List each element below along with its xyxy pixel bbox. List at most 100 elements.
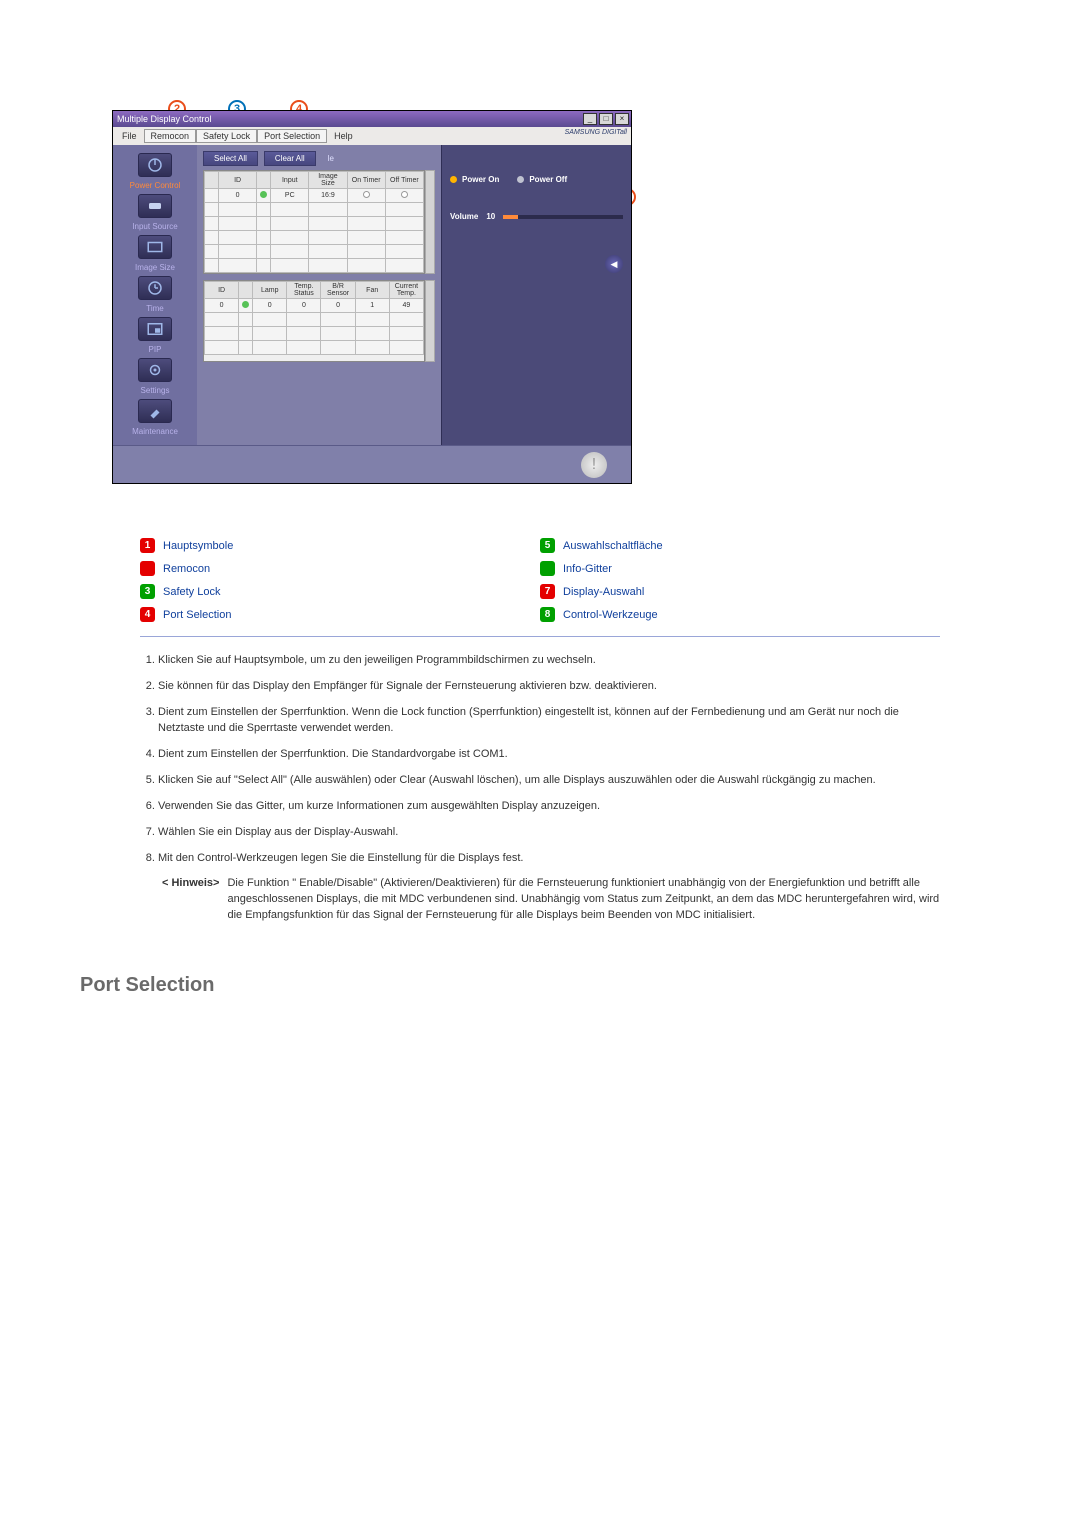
- volume-control[interactable]: Volume 10: [450, 212, 623, 221]
- sidebar-item-pip[interactable]: PIP: [149, 345, 162, 354]
- action-trail: le: [328, 154, 334, 163]
- instruction-item: Wählen Sie ein Display aus der Display-A…: [158, 825, 940, 841]
- instruction-item: Mit den Control-Werkzeugen legen Sie die…: [158, 851, 940, 867]
- legend-label: Remocon: [163, 563, 210, 575]
- volume-slider[interactable]: [503, 215, 623, 219]
- legend-bullet: 3: [140, 584, 155, 599]
- col-off-timer: Off Timer: [385, 172, 423, 189]
- volume-value: 10: [486, 212, 495, 221]
- info-grid-1[interactable]: ID Input Image Size On Timer Off Timer: [203, 170, 425, 274]
- ontimer-dot: [363, 191, 370, 198]
- legend-label: Hauptsymbole: [163, 540, 233, 552]
- legend-bullet: 5: [540, 538, 555, 553]
- instruction-item: Sie können für das Display den Empfänger…: [158, 679, 940, 695]
- power-off-label: Power Off: [529, 175, 567, 184]
- legend-table: 1 Hauptsymbole 5 Auswahlschaltfläche Remocon…: [140, 534, 940, 637]
- instructions-list: Klicken Sie auf Hauptsymbole, um zu den …: [140, 653, 940, 924]
- sidebar-item-time[interactable]: Time: [146, 304, 163, 313]
- menu-help[interactable]: Help: [327, 129, 360, 143]
- sidebar-item-power-control[interactable]: Power Control: [130, 181, 181, 190]
- volume-fill: [503, 215, 517, 219]
- maintenance-icon[interactable]: [138, 399, 172, 423]
- window-title: Multiple Display Control: [117, 114, 212, 124]
- table-row[interactable]: 0 PC 16:9: [205, 189, 424, 203]
- close-button[interactable]: ×: [615, 113, 629, 125]
- input-source-icon[interactable]: [138, 194, 172, 218]
- col2-fan: Fan: [355, 282, 389, 299]
- menu-port-selection[interactable]: Port Selection: [257, 129, 327, 143]
- instruction-item: Dient zum Einstellen der Sperrfunktion. …: [158, 747, 940, 763]
- power-off-button[interactable]: Power Off: [517, 175, 567, 184]
- menu-remocon[interactable]: Remocon: [144, 129, 197, 143]
- legend-bullet: 7: [540, 584, 555, 599]
- cell2-curtemp: 49: [389, 299, 423, 313]
- cell-id: 0: [219, 189, 257, 203]
- main-panel: Select All Clear All le ID Inpu: [197, 145, 441, 445]
- cell-image-size: 16:9: [309, 189, 347, 203]
- col2-curtemp: Current Temp.: [389, 282, 423, 299]
- instruction-item: Klicken Sie auf "Select All" (Alle auswä…: [158, 773, 940, 789]
- scrollbar[interactable]: [425, 280, 435, 362]
- section-heading: Port Selection: [80, 974, 1000, 997]
- hint-block: < Hinweis> Die Funktion " Enable/Disable…: [162, 876, 940, 924]
- power-on-label: Power On: [462, 175, 499, 184]
- app-footer: !: [113, 445, 631, 483]
- power-on-button[interactable]: Power On: [450, 175, 499, 184]
- sidebar: Power Control Input Source Image Size Ti…: [113, 145, 197, 445]
- pip-icon[interactable]: [138, 317, 172, 341]
- select-all-button[interactable]: Select All: [203, 151, 258, 166]
- minimize-button[interactable]: _: [583, 113, 597, 125]
- legend-bullet: 4: [140, 607, 155, 622]
- cell2-id: 0: [205, 299, 239, 313]
- col-id: ID: [219, 172, 257, 189]
- info-grid-2[interactable]: ID Lamp Temp. Status B/R Sensor Fan Curr…: [203, 280, 425, 362]
- control-tools-panel: Power On Power Off Volume 10 ◀: [441, 145, 631, 445]
- legend-label: Auswahlschaltfläche: [563, 540, 663, 552]
- time-icon[interactable]: [138, 276, 172, 300]
- legend-label: Safety Lock: [163, 586, 220, 598]
- speaker-icon[interactable]: ◀: [605, 255, 623, 273]
- app-window: Multiple Display Control _ □ × File Remo…: [112, 110, 632, 484]
- menubar: File Remocon Safety Lock Port Selection …: [113, 127, 631, 145]
- legend-bullet: 8: [540, 607, 555, 622]
- col-on-timer: On Timer: [347, 172, 385, 189]
- sidebar-item-input-source[interactable]: Input Source: [132, 222, 177, 231]
- cell2-fan: 1: [355, 299, 389, 313]
- table-row[interactable]: 0 0 0 0 1 49: [205, 299, 424, 313]
- col-image-size: Image Size: [309, 172, 347, 189]
- sidebar-item-maintenance[interactable]: Maintenance: [132, 427, 178, 436]
- brand-logo: SAMSUNG DIGITall: [565, 129, 627, 136]
- image-size-icon[interactable]: [138, 235, 172, 259]
- legend-label: Control-Werkzeuge: [563, 609, 658, 621]
- legend-label: Display-Auswahl: [563, 586, 644, 598]
- sidebar-item-image-size[interactable]: Image Size: [135, 263, 175, 272]
- clear-all-button[interactable]: Clear All: [264, 151, 316, 166]
- menu-file[interactable]: File: [115, 129, 144, 143]
- col2-temp-status: Temp. Status: [287, 282, 321, 299]
- power-off-dot: [517, 176, 524, 183]
- status-dot: [242, 301, 249, 308]
- titlebar: Multiple Display Control _ □ ×: [113, 111, 631, 127]
- cell2-temp-status: 0: [287, 299, 321, 313]
- instruction-item: Verwenden Sie das Gitter, um kurze Infor…: [158, 799, 940, 815]
- power-control-icon[interactable]: [138, 153, 172, 177]
- legend-bullet: 1: [140, 538, 155, 553]
- legend-bullet: [540, 561, 555, 576]
- volume-label: Volume: [450, 212, 478, 221]
- cell2-br-sensor: 0: [321, 299, 355, 313]
- menu-safety-lock[interactable]: Safety Lock: [196, 129, 257, 143]
- offtimer-dot: [401, 191, 408, 198]
- maximize-button[interactable]: □: [599, 113, 613, 125]
- settings-icon[interactable]: [138, 358, 172, 382]
- scrollbar[interactable]: [425, 170, 435, 274]
- hint-label: < Hinweis>: [162, 876, 219, 924]
- cell-input: PC: [271, 189, 309, 203]
- hint-body: Die Funktion " Enable/Disable" (Aktivier…: [227, 876, 940, 924]
- power-on-dot: [450, 176, 457, 183]
- instruction-item: Dient zum Einstellen der Sperrfunktion. …: [158, 705, 940, 737]
- alert-icon: !: [581, 452, 607, 478]
- col2-lamp: Lamp: [253, 282, 287, 299]
- col2-br-sensor: B/R Sensor: [321, 282, 355, 299]
- sidebar-item-settings[interactable]: Settings: [141, 386, 170, 395]
- cell2-lamp: 0: [253, 299, 287, 313]
